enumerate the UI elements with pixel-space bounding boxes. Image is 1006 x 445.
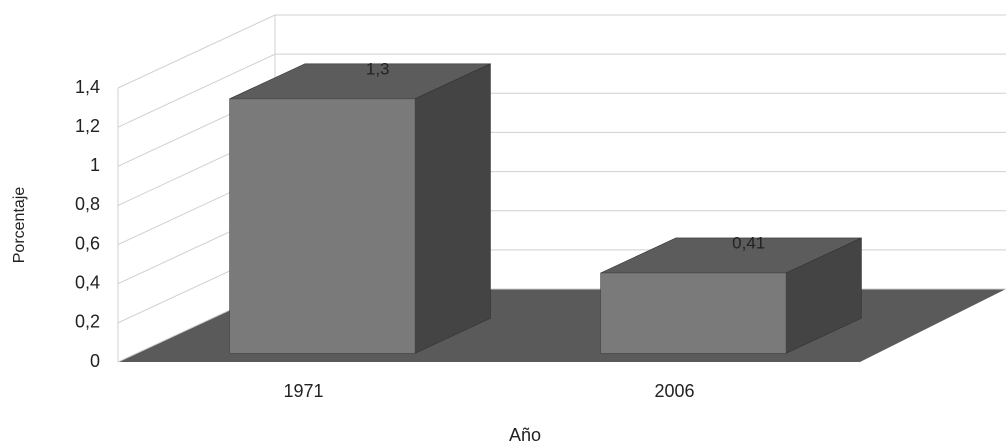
y-tick-label: 0,6: [75, 233, 100, 253]
y-tick-label: 1,4: [75, 77, 100, 97]
y-axis-title: Porcentaje: [11, 187, 28, 264]
x-tick-label: 2006: [654, 381, 694, 401]
y-tick-label: 0,8: [75, 194, 100, 214]
y-tick-label: 0,2: [75, 312, 100, 332]
grid-line: [117, 14, 1006, 89]
y-tick-label: 1: [90, 155, 100, 175]
y-tick-label: 0: [90, 351, 100, 371]
bar: [229, 98, 416, 354]
bar: [600, 272, 787, 354]
data-label: 1,3: [366, 59, 390, 78]
data-label: 0,41: [732, 233, 765, 252]
x-axis-title: Año: [509, 425, 541, 445]
y-tick-label: 0,4: [75, 272, 100, 292]
x-tick-label: 1971: [283, 381, 323, 401]
y-tick-label: 1,2: [75, 116, 100, 136]
bar-side: [414, 63, 491, 354]
